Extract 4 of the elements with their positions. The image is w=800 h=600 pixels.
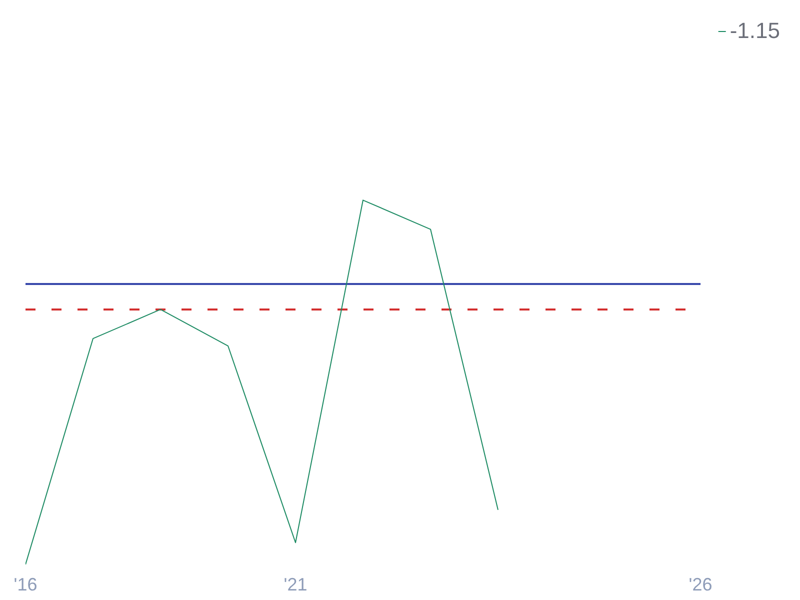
- x-tick-label: '21: [284, 574, 308, 594]
- x-tick-label: '16: [14, 574, 38, 594]
- legend-label: -1.15: [730, 18, 780, 44]
- x-tick-label: '26: [688, 574, 712, 594]
